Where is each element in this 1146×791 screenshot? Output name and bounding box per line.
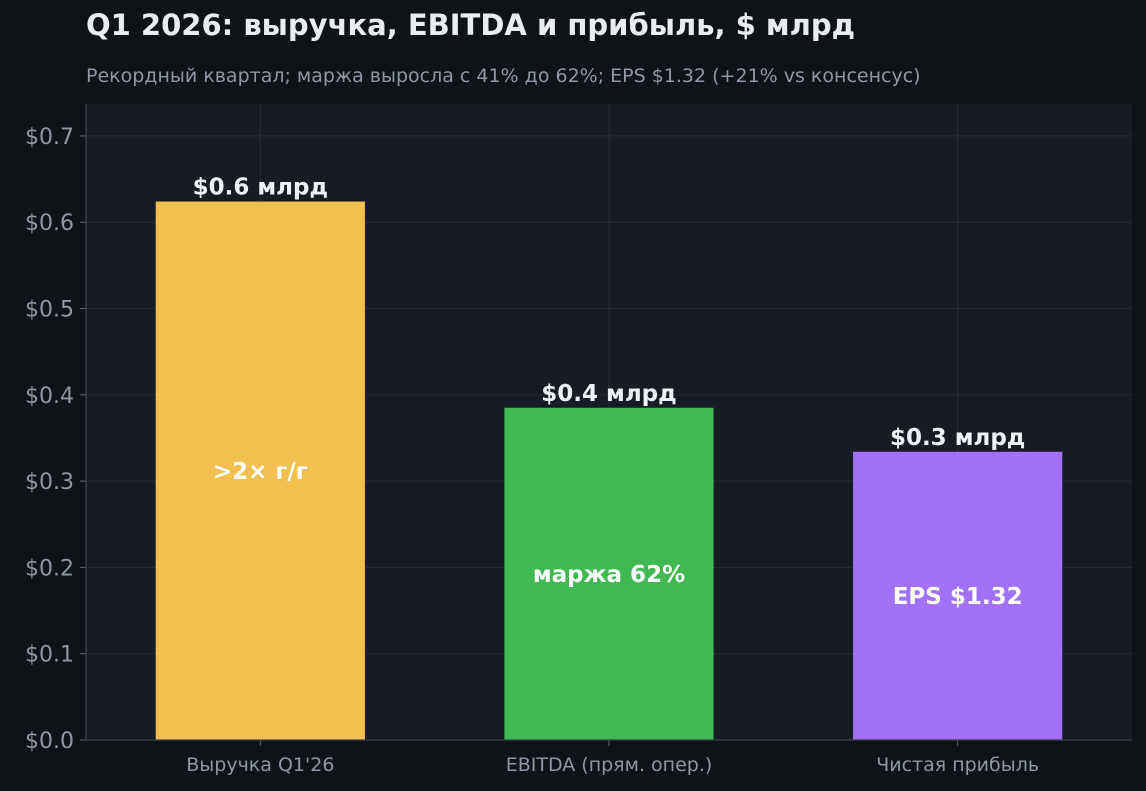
axes: $0.0 $0.1 $0.2 $0.3 $0.4 $0.5 $0.6 $0.7 Выручка … [25,104,1132,776]
bar-value-label: $0.6 млрд [193,175,328,201]
y-tick-label: $0.7 [25,125,74,150]
bar-value-label: $0.4 млрд [541,381,676,407]
x-tick-label: EBITDA (прям. опер.) [506,754,713,776]
y-tick-label: $0.0 [25,729,74,754]
bar-value-label: $0.3 млрд [890,425,1025,451]
bar-inner-label: >2× г/г [213,459,308,485]
bar [853,451,1063,740]
bar [155,201,365,740]
x-tick-label: Выручка Q1'26 [186,754,334,776]
y-tick-label: $0.1 [25,643,74,668]
bars [155,201,1063,740]
bar [504,407,714,740]
chart-title: Q1 2026: выручка, EBITDA и прибыль, $ мл… [86,8,856,42]
chart-subtitle: Рекордный квартал; маржа выросла с 41% д… [86,65,921,87]
bar-inner-label: EPS $1.32 [893,584,1023,610]
y-tick-label: $0.6 [25,211,74,236]
bar-inner-label: маржа 62% [533,562,685,588]
y-tick-label: $0.2 [25,556,74,581]
y-tick-label: $0.4 [25,384,74,409]
y-tick-label: $0.5 [25,298,74,323]
labels: $0.6 млрд >2× г/г $0.4 млрд маржа 62% $0.3 м… [193,175,1026,610]
y-tick-label: $0.3 [25,470,74,495]
x-tick-label: Чистая прибыль [876,754,1039,776]
